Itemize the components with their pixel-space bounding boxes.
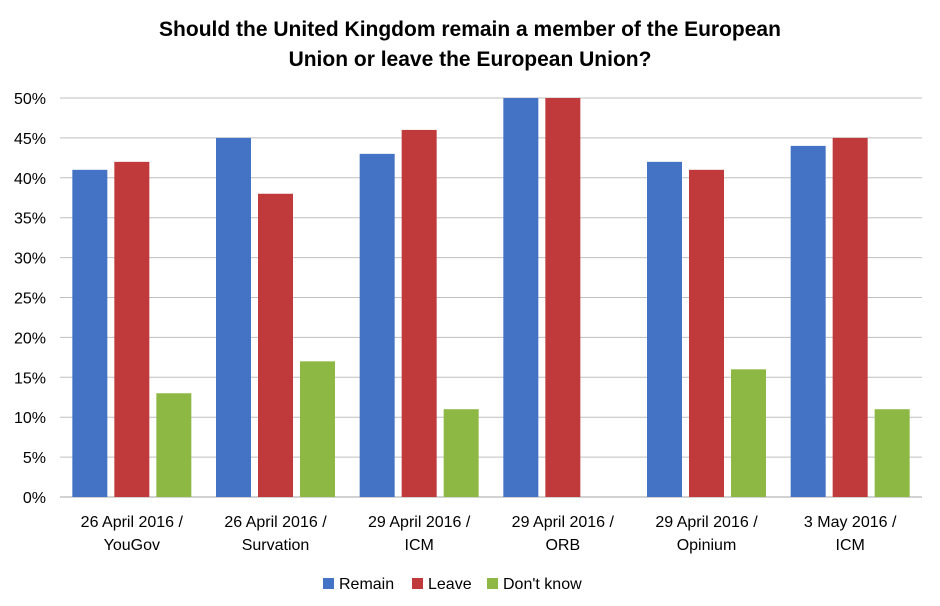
bar-leave xyxy=(545,98,581,497)
bar-don-t-know xyxy=(156,393,192,497)
x-tick-label: Survation xyxy=(242,537,310,554)
y-tick-label: 25% xyxy=(14,291,46,308)
bar-don-t-know xyxy=(874,409,910,497)
legend: Remain Leave Don't know xyxy=(323,576,582,593)
y-tick-label: 0% xyxy=(23,490,46,507)
y-tick-label: 40% xyxy=(14,171,46,188)
x-tick-label: 29 April 2016 / xyxy=(368,514,471,531)
y-tick-label: 35% xyxy=(14,211,46,228)
x-tick-label: YouGov xyxy=(104,537,160,554)
x-tick-label: Opinium xyxy=(677,537,737,554)
chart-title-line: Union or leave the European Union? xyxy=(289,48,652,71)
bar-leave xyxy=(832,137,868,497)
x-tick-label: 3 May 2016 / xyxy=(804,514,897,531)
bar-remain xyxy=(72,169,108,497)
legend-label: Don't know xyxy=(503,576,582,593)
y-axis-tick-labels: 0% 5% 10% 15% 20% 25% 30% 35% 40% 45% 50% xyxy=(14,91,46,507)
legend-swatch xyxy=(487,578,498,589)
bar-remain xyxy=(503,98,539,497)
y-tick-label: 45% xyxy=(14,131,46,148)
x-axis-tick-labels: 26 April 2016 / YouGov 26 April 2016 / Surv… xyxy=(81,514,897,554)
bar-leave xyxy=(401,129,437,498)
bar-don-t-know xyxy=(300,361,335,497)
legend-swatch xyxy=(323,578,334,589)
x-tick-label: 29 April 2016 / xyxy=(655,514,758,531)
bar-don-t-know xyxy=(443,409,479,497)
y-tick-label: 15% xyxy=(14,370,46,387)
y-tick-label: 50% xyxy=(14,91,46,108)
y-tick-label: 5% xyxy=(23,450,46,467)
x-tick-label: ICM xyxy=(405,537,434,554)
bars xyxy=(72,98,910,498)
y-tick-label: 20% xyxy=(14,330,46,347)
y-tick-label: 10% xyxy=(14,410,46,427)
gridlines xyxy=(60,97,922,498)
legend-label: Remain xyxy=(339,576,394,593)
legend-swatch xyxy=(412,578,423,589)
x-tick-label: 29 April 2016 / xyxy=(512,514,615,531)
bar-remain xyxy=(216,137,251,497)
bar-leave xyxy=(258,193,293,497)
chart-title: Should the United Kingdom remain a membe… xyxy=(159,18,781,71)
bar-leave xyxy=(114,161,150,497)
bar-remain xyxy=(790,145,826,497)
x-tick-label: 26 April 2016 / xyxy=(224,514,327,531)
x-tick-label: ORB xyxy=(545,537,580,554)
bar-leave xyxy=(689,169,724,497)
y-tick-label: 30% xyxy=(14,251,46,268)
bar-remain xyxy=(647,161,682,497)
bar-don-t-know xyxy=(731,369,766,497)
bar-remain xyxy=(359,153,395,498)
x-tick-label: ICM xyxy=(836,537,865,554)
legend-label: Leave xyxy=(428,576,472,593)
chart-title-line: Should the United Kingdom remain a membe… xyxy=(159,18,781,41)
x-tick-label: 26 April 2016 / xyxy=(81,514,184,531)
